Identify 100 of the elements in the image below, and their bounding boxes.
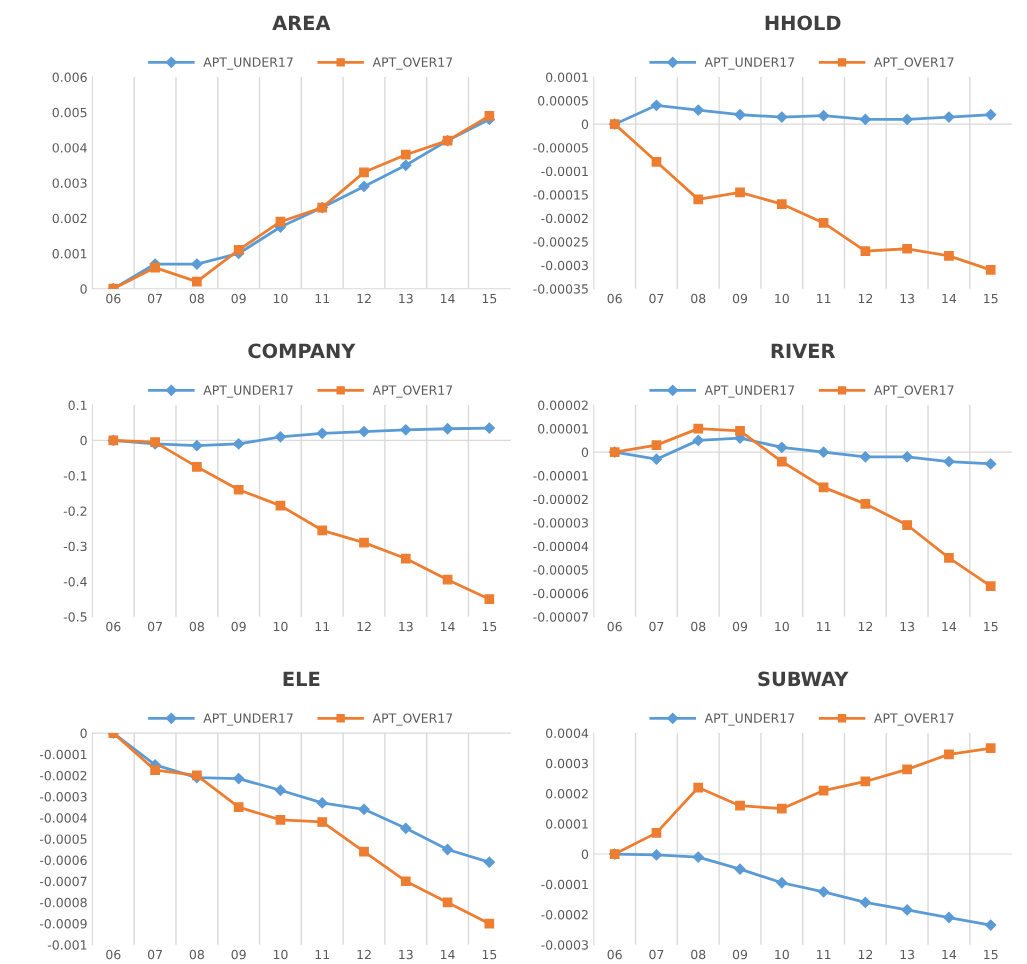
point	[860, 246, 871, 256]
x-tick-label: 15	[984, 293, 998, 304]
point	[233, 438, 245, 450]
x-tick-label: 08	[691, 621, 706, 632]
point	[776, 441, 788, 454]
point	[317, 525, 328, 536]
y-tick-label: 0	[581, 447, 589, 458]
y-tick-label: -0.0002	[39, 770, 87, 781]
x-tick-label: 06	[106, 621, 121, 632]
point	[692, 104, 704, 116]
x-tick-label: 08	[691, 949, 706, 960]
point	[483, 422, 495, 434]
chart-title: ELE	[283, 671, 320, 686]
y-tick-label: -0.0003	[39, 792, 87, 802]
x-tick-label: 10	[775, 293, 789, 304]
point	[859, 451, 871, 463]
point	[902, 764, 913, 775]
point	[317, 817, 328, 827]
point	[776, 456, 787, 467]
x-tick-label: 06	[607, 293, 622, 304]
point	[484, 594, 495, 604]
point	[734, 109, 746, 121]
x-tick-label: 12	[858, 621, 873, 632]
y-tick-label: -0.0003	[541, 260, 588, 271]
point	[483, 856, 495, 868]
point	[275, 216, 286, 227]
point	[233, 245, 244, 255]
y-tick-label: 0.003	[52, 178, 87, 188]
point	[441, 843, 454, 856]
x-tick-label: 15	[482, 949, 497, 960]
x-tick-label: 14	[942, 949, 957, 960]
point	[316, 797, 328, 809]
point	[274, 784, 287, 796]
point	[943, 455, 955, 468]
y-tick-label: -0.0001	[39, 749, 87, 760]
x-tick-label: 09	[732, 949, 748, 960]
point	[860, 499, 871, 509]
point	[359, 167, 369, 178]
x-tick-label: 07	[649, 949, 664, 960]
legend-label: APT_UNDER17	[203, 385, 293, 398]
point	[400, 876, 411, 887]
x-tick-label: 06	[607, 949, 622, 960]
point	[233, 484, 244, 495]
point	[192, 461, 202, 472]
point	[692, 851, 704, 863]
point	[400, 424, 412, 436]
x-tick-label: 15	[482, 621, 497, 632]
point	[484, 918, 495, 929]
y-tick-label: -0.00015	[533, 190, 588, 200]
y-tick-label: 0.0002	[546, 789, 588, 799]
chart-title: RIVER	[771, 343, 836, 358]
x-tick-label: 11	[817, 949, 831, 960]
y-tick-label: 0	[80, 284, 87, 294]
legend-label: APT_OVER17	[874, 57, 954, 70]
y-tick-label: 0	[80, 435, 87, 446]
y-tick-label: 0.004	[52, 143, 87, 153]
x-tick-label: 10	[273, 621, 288, 632]
y-tick-label: -0.0008	[39, 897, 87, 908]
y-tick-label: 0.0001	[546, 72, 588, 83]
y-tick-label: -0.00006	[533, 588, 589, 599]
x-tick-label: 15	[482, 293, 497, 304]
point	[359, 846, 369, 857]
x-tick-label: 13	[900, 621, 915, 632]
x-tick-label: 06	[106, 293, 121, 304]
x-tick-label: 07	[147, 293, 162, 304]
point	[818, 218, 829, 228]
point	[735, 426, 745, 436]
point	[901, 113, 913, 126]
point	[651, 440, 662, 450]
x-tick-label: 14	[942, 293, 957, 304]
point	[693, 782, 704, 793]
point	[859, 113, 871, 126]
chart-title: COMPANY	[248, 343, 356, 359]
x-tick-label: 12	[357, 949, 371, 960]
x-tick-label: 12	[858, 949, 873, 960]
point	[943, 111, 955, 123]
y-tick-label: -0.0006	[39, 855, 87, 865]
x-tick-label: 14	[942, 621, 957, 632]
point	[400, 149, 411, 160]
x-tick-label: 09	[732, 621, 748, 632]
x-tick-label: 13	[399, 621, 413, 632]
x-tick-label: 11	[315, 621, 330, 632]
point	[901, 904, 913, 916]
point	[400, 553, 411, 564]
x-tick-label: 13	[399, 949, 413, 960]
x-tick-label: 13	[900, 949, 915, 960]
chart-title: HHOLD	[765, 15, 841, 31]
point	[817, 446, 830, 458]
point	[735, 800, 745, 811]
x-tick-label: 07	[649, 293, 664, 304]
y-tick-label: 0.00002	[538, 400, 588, 411]
x-tick-label: 12	[858, 293, 873, 304]
x-tick-label: 10	[273, 949, 288, 960]
point	[734, 863, 746, 875]
point	[943, 911, 955, 924]
y-tick-label: 0.0001	[546, 819, 588, 829]
point	[400, 159, 412, 171]
x-tick-label: 08	[189, 621, 204, 632]
point	[233, 802, 244, 813]
point	[985, 919, 997, 931]
